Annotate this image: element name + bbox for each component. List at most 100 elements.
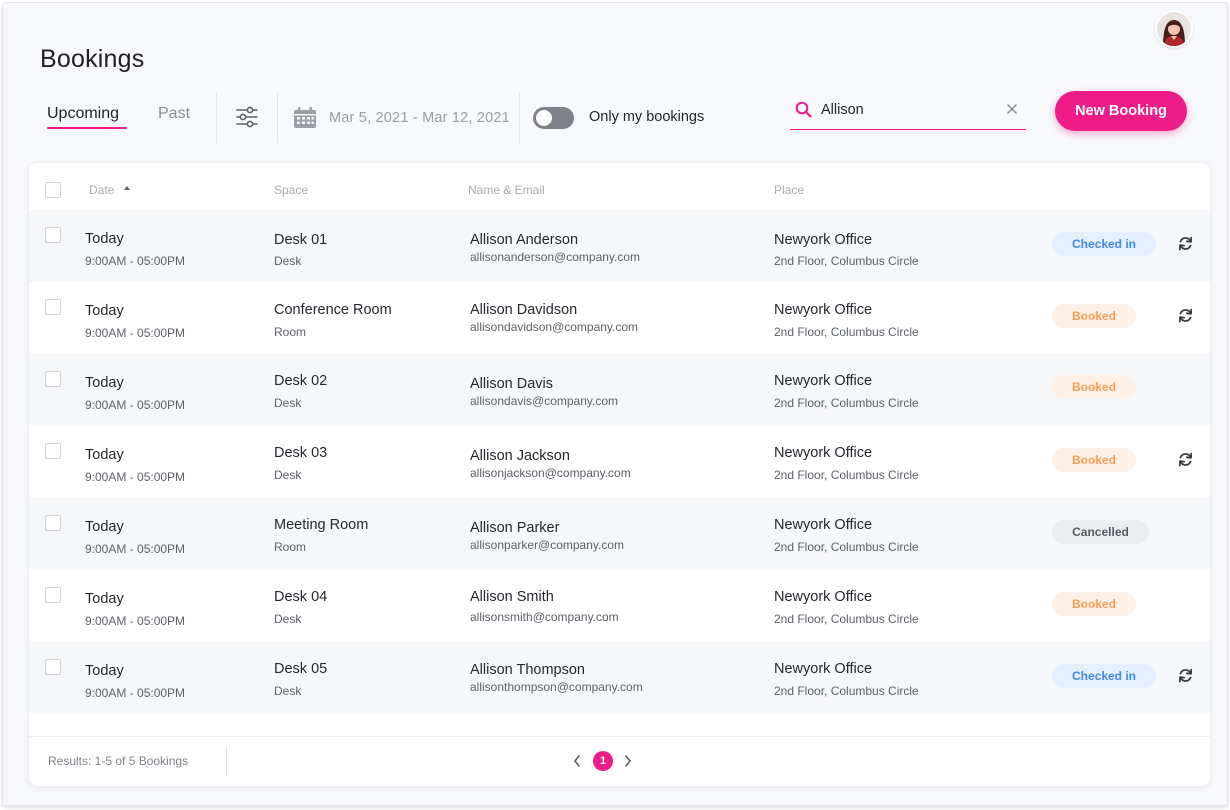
previous-page-icon[interactable] xyxy=(572,754,582,768)
place-location: 2nd Floor, Columbus Circle xyxy=(774,254,919,268)
person-email: allisonthompson@company.com xyxy=(470,680,643,694)
space-name: Meeting Room xyxy=(274,517,369,533)
person-name: Allison Parker xyxy=(470,520,560,536)
place-name: Newyork Office xyxy=(774,373,873,389)
booking-date: Today xyxy=(85,519,124,535)
active-tab-indicator xyxy=(47,127,127,129)
place-name: Newyork Office xyxy=(774,517,873,533)
booking-date: Today xyxy=(85,663,124,679)
status-badge: Checked in xyxy=(1052,232,1156,256)
page-button-current[interactable]: 1 xyxy=(593,751,613,771)
space-name: Desk 02 xyxy=(274,373,328,389)
status-badge: Booked xyxy=(1052,304,1136,328)
table-row[interactable]: Today 9:00AM - 05:00PM Desk 03 Desk Allison … xyxy=(29,425,1210,497)
space-type: Desk xyxy=(274,612,302,626)
only-my-bookings-toggle[interactable] xyxy=(533,107,574,129)
space-type: Room xyxy=(274,325,307,339)
divider xyxy=(519,93,520,143)
page-title: Bookings xyxy=(40,45,145,73)
refresh-icon[interactable] xyxy=(1177,307,1194,324)
table-row[interactable]: Today 9:00AM - 05:00PM Desk 02 Desk Allison … xyxy=(29,353,1210,425)
refresh-icon[interactable] xyxy=(1177,235,1194,252)
filter-sliders-icon[interactable] xyxy=(233,104,261,130)
row-checkbox[interactable] xyxy=(45,227,61,243)
booking-date: Today xyxy=(85,591,124,607)
divider xyxy=(277,93,278,143)
select-all-checkbox[interactable] xyxy=(45,182,61,198)
column-header-date[interactable]: Date xyxy=(89,183,115,197)
row-checkbox[interactable] xyxy=(45,371,61,387)
search-field xyxy=(790,93,1026,130)
tab-past[interactable]: Past xyxy=(158,105,191,122)
divider xyxy=(226,746,227,776)
place-name: Newyork Office xyxy=(774,232,873,248)
table-row[interactable]: Today 9:00AM - 05:00PM Desk 04 Desk Allison … xyxy=(29,569,1210,641)
booking-time: 9:00AM - 05:00PM xyxy=(85,614,186,628)
person-email: allisonanderson@company.com xyxy=(470,250,641,264)
status-badge: Cancelled xyxy=(1052,520,1149,544)
person-email: allisondavidson@company.com xyxy=(470,320,639,334)
booking-time: 9:00AM - 05:00PM xyxy=(85,542,186,556)
person-name: Allison Davidson xyxy=(470,302,578,318)
table-row[interactable]: Today 9:00AM - 05:00PM Meeting Room Room All… xyxy=(29,497,1210,569)
place-location: 2nd Floor, Columbus Circle xyxy=(774,396,919,410)
booking-date: Today xyxy=(85,375,124,391)
row-checkbox[interactable] xyxy=(45,659,61,675)
toggle-knob xyxy=(536,110,552,126)
table-row[interactable]: Today 9:00AM - 05:00PM Desk 05 Desk Allison … xyxy=(29,641,1210,713)
space-type: Desk xyxy=(274,396,302,410)
refresh-icon[interactable] xyxy=(1177,451,1194,468)
space-name: Desk 05 xyxy=(274,661,328,677)
toggle-label: Only my bookings xyxy=(589,109,705,125)
table-row[interactable]: Today 9:00AM - 05:00PM Conference Room Room… xyxy=(29,282,1210,354)
column-header-place[interactable]: Place xyxy=(774,183,805,197)
booking-time: 9:00AM - 05:00PM xyxy=(85,470,186,484)
place-name: Newyork Office xyxy=(774,302,873,318)
booking-time: 9:00AM - 05:00PM xyxy=(85,326,186,340)
person-email: allisondavis@company.com xyxy=(470,394,619,408)
place-location: 2nd Floor, Columbus Circle xyxy=(774,468,919,482)
booking-date: Today xyxy=(85,447,124,463)
booking-time: 9:00AM - 05:00PM xyxy=(85,686,186,700)
space-name: Desk 03 xyxy=(274,445,328,461)
space-type: Desk xyxy=(274,684,302,698)
clear-search-icon[interactable] xyxy=(1006,103,1018,115)
new-booking-button[interactable]: New Booking xyxy=(1055,91,1187,131)
place-location: 2nd Floor, Columbus Circle xyxy=(774,540,919,554)
footer-divider xyxy=(29,736,1210,737)
booking-date: Today xyxy=(85,303,124,319)
date-range-picker[interactable]: Mar 5, 2021 - Mar 12, 2021 xyxy=(329,110,510,126)
tab-upcoming[interactable]: Upcoming xyxy=(47,105,120,122)
status-badge: Booked xyxy=(1052,448,1136,472)
calendar-icon[interactable] xyxy=(293,107,317,129)
space-name: Conference Room xyxy=(274,302,392,318)
column-header-space[interactable]: Space xyxy=(274,183,309,197)
row-checkbox[interactable] xyxy=(45,443,61,459)
column-header-name-email[interactable]: Name & Email xyxy=(468,183,545,197)
person-name: Allison Jackson xyxy=(470,448,570,464)
user-avatar[interactable] xyxy=(1157,12,1191,46)
divider xyxy=(216,93,217,143)
row-checkbox[interactable] xyxy=(45,299,61,315)
place-name: Newyork Office xyxy=(774,661,873,677)
person-email: allisonsmith@company.com xyxy=(470,610,619,624)
sort-ascending-icon[interactable] xyxy=(123,184,131,192)
status-badge: Booked xyxy=(1052,592,1136,616)
place-location: 2nd Floor, Columbus Circle xyxy=(774,612,919,626)
person-email: allisonparker@company.com xyxy=(470,538,625,552)
status-badge: Booked xyxy=(1052,375,1136,399)
table-row[interactable]: Today 9:00AM - 05:00PM Desk 01 Desk Allison … xyxy=(29,210,1210,282)
space-type: Desk xyxy=(274,468,302,482)
results-summary: Results: 1-5 of 5 Bookings xyxy=(48,754,189,768)
refresh-icon[interactable] xyxy=(1177,667,1194,684)
booking-date: Today xyxy=(85,231,124,247)
row-checkbox[interactable] xyxy=(45,515,61,531)
search-input[interactable] xyxy=(821,99,991,121)
space-type: Room xyxy=(274,540,307,554)
booking-time: 9:00AM - 05:00PM xyxy=(85,398,186,412)
place-name: Newyork Office xyxy=(774,445,873,461)
table-header: Date Space Name & Email Place xyxy=(29,163,1210,210)
row-checkbox[interactable] xyxy=(45,587,61,603)
next-page-icon[interactable] xyxy=(623,754,633,768)
